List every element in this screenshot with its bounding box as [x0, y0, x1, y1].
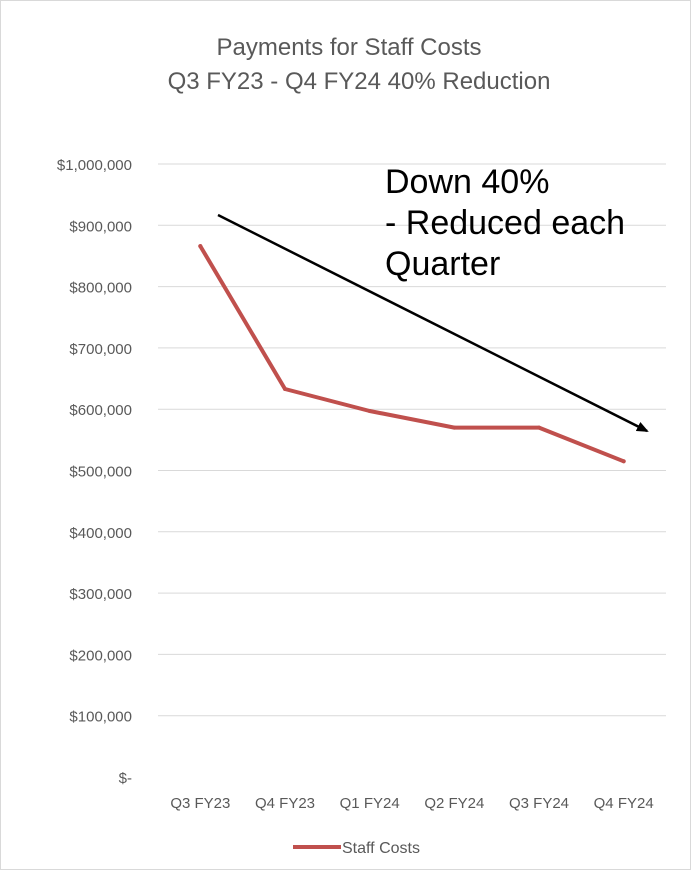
- y-tick-label: $700,000: [69, 341, 132, 358]
- annotation-line-1: Down 40%: [385, 163, 549, 201]
- x-tick-label: Q4 FY24: [594, 795, 654, 812]
- chart-title: Payments for Staff Costs: [217, 34, 482, 61]
- y-tick-label: $-: [119, 770, 132, 787]
- legend-label: Staff Costs: [342, 840, 420, 857]
- y-tick-label: $500,000: [69, 464, 132, 481]
- trend-arrow: [217, 213, 649, 433]
- series-line: [198, 244, 626, 464]
- annotation-line-2: - Reduced each: [385, 204, 625, 242]
- x-axis-ticks: Q3 FY23 Q4 FY23 Q1 FY24 Q2 FY24 Q3 FY24 Q4 FY…: [170, 795, 653, 812]
- y-tick-label: $100,000: [69, 709, 132, 726]
- data-point: [367, 409, 372, 414]
- x-tick-label: Q2 FY24: [424, 795, 484, 812]
- y-tick-label: $300,000: [69, 586, 132, 603]
- data-point: [452, 425, 457, 430]
- y-tick-label: $600,000: [69, 402, 132, 419]
- annotation: Down 40% - Reduced each Quarter: [217, 163, 649, 433]
- y-tick-label: $200,000: [69, 647, 132, 664]
- y-axis-ticks: $- $100,000 $200,000 $300,000 $400,000 $500,0…: [57, 157, 132, 787]
- data-point: [283, 386, 287, 391]
- y-tick-label: $1,000,000: [57, 157, 132, 174]
- x-tick-label: Q3 FY24: [509, 795, 569, 812]
- annotation-line-3: Quarter: [385, 245, 500, 283]
- x-tick-label: Q1 FY24: [340, 795, 400, 812]
- grid-layer: [158, 163, 666, 717]
- legend: Staff Costs: [293, 840, 420, 857]
- data-point: [621, 459, 626, 464]
- data-point: [198, 244, 203, 249]
- y-tick-label: $800,000: [69, 280, 132, 297]
- y-tick-label: $900,000: [69, 218, 132, 235]
- x-tick-label: Q4 FY23: [255, 795, 315, 812]
- y-tick-label: $400,000: [69, 525, 132, 542]
- series-layer: [198, 244, 626, 464]
- x-tick-label: Q3 FY23: [170, 795, 230, 812]
- data-point: [537, 425, 541, 430]
- chart-subtitle: Q3 FY23 - Q4 FY24 40% Reduction: [168, 68, 551, 95]
